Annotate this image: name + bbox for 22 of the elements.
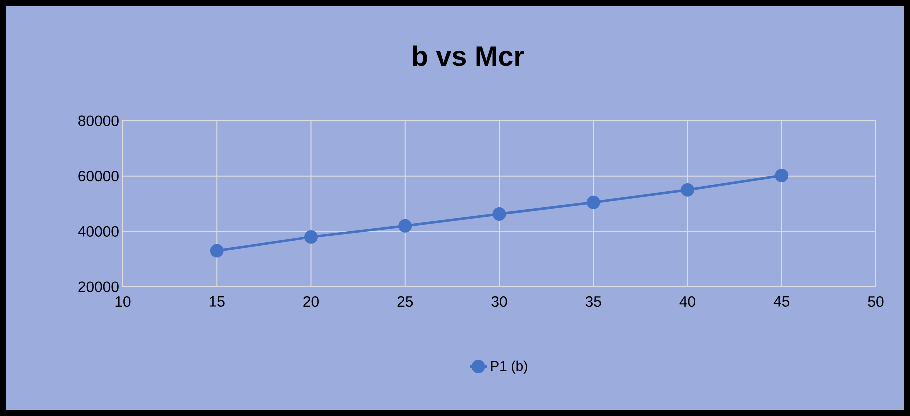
legend-label: P1 (b): [491, 360, 528, 374]
point: [681, 183, 694, 197]
chart-title: b vs Mcr: [413, 46, 524, 66]
point: [210, 244, 224, 258]
x-tick-label: 50: [868, 296, 884, 308]
x-tick-label: 10: [116, 296, 131, 308]
point: [304, 230, 318, 244]
x-tick-label: 40: [680, 296, 696, 308]
x-tick-label: 35: [586, 296, 602, 308]
point: [492, 208, 506, 221]
y-tick-label: 80000: [78, 116, 119, 126]
x-tick-label: 15: [210, 296, 225, 307]
x-tick-label: 30: [492, 296, 508, 308]
point: [586, 196, 600, 210]
x-tick-label: 25: [398, 296, 414, 308]
y-tick-label: 20000: [78, 282, 119, 292]
point: [398, 219, 412, 233]
y-tick-label: 60000: [78, 171, 119, 182]
point: [775, 169, 789, 183]
y-tick-label: 40000: [78, 226, 119, 237]
x-tick-label: 20: [304, 296, 319, 308]
x-tick-label: 45: [774, 296, 790, 307]
